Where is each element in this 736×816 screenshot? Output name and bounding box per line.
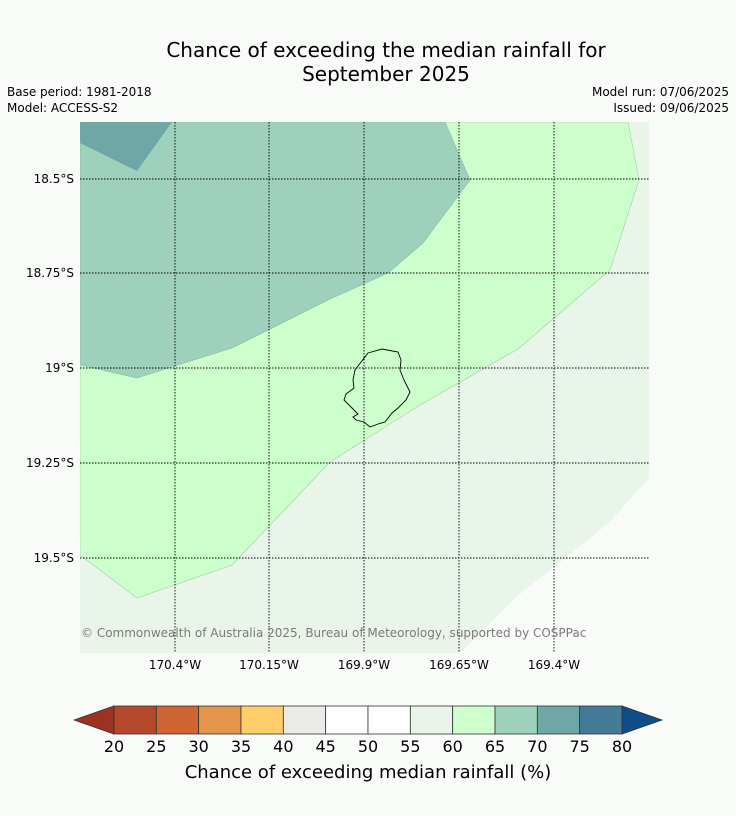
colorbar-tick-label: 30	[188, 737, 208, 756]
colorbar-box	[367, 705, 411, 735]
colorbar-tick-label: 20	[104, 737, 124, 756]
lon-label: 169.4°W	[528, 658, 580, 672]
colorbar-tick-label: 40	[273, 737, 293, 756]
lon-label: 170.15°W	[239, 658, 299, 672]
copyright-notice: © Commonwealth of Australia 2025, Bureau…	[81, 626, 587, 640]
colorbar-tick-label: 60	[442, 737, 462, 756]
colorbar-boxes	[113, 705, 623, 735]
colorbar-box	[452, 705, 496, 735]
latitude-labels: 18.5°S 18.75°S 19°S 19.25°S 19.5°S	[26, 172, 74, 565]
map-area	[80, 122, 649, 653]
zone-gt75	[80, 122, 172, 171]
meta-right: Model run: 07/06/2025 Issued: 09/06/2025	[592, 84, 729, 116]
lat-label: 19.5°S	[34, 551, 74, 565]
colorbar-box	[198, 705, 242, 735]
lat-label: 19°S	[45, 361, 74, 375]
lon-label: 169.65°W	[429, 658, 489, 672]
lon-label: 170.4°W	[149, 658, 201, 672]
niue-coastline	[343, 348, 411, 428]
issued-label: Issued: 09/06/2025	[613, 101, 729, 115]
colorbar-box	[325, 705, 369, 735]
colorbar-tick-label: 70	[527, 737, 547, 756]
title-line-1: Chance of exceeding the median rainfall …	[166, 38, 606, 62]
lat-label: 18.5°S	[34, 172, 74, 186]
colorbar-tick-label: 25	[146, 737, 166, 756]
colorbar: 20 25 30 35 40 45 50 55 60 65 70 75 80	[72, 705, 664, 756]
colorbar-box	[282, 705, 327, 735]
colorbar-box	[113, 705, 157, 735]
base-period-label: Base period: 1981-2018	[7, 85, 152, 99]
title-line-2: September 2025	[302, 62, 470, 86]
meta-left: Base period: 1981-2018 Model: ACCESS-S2	[7, 84, 152, 116]
colorbar-tick-labels: 20 25 30 35 40 45 50 55 60 65 70 75 80	[104, 737, 632, 756]
lat-label: 18.75°S	[26, 266, 74, 280]
colorbar-box	[409, 705, 454, 735]
colorbar-under-arrow	[72, 705, 115, 735]
colorbar-box	[494, 705, 538, 735]
colorbar-box	[240, 705, 284, 735]
colorbar-tick-label: 55	[400, 737, 420, 756]
graticule	[80, 122, 649, 653]
colorbar-over-arrow	[621, 705, 664, 735]
model-label: Model: ACCESS-S2	[7, 101, 119, 115]
colorbar-tick-label: 45	[315, 737, 335, 756]
colorbar-tick-label: 50	[358, 737, 378, 756]
colorbar-tick-label: 80	[612, 737, 632, 756]
longitude-labels: 170.4°W 170.15°W 169.9°W 169.65°W 169.4°…	[149, 658, 580, 672]
colorbar-title: Chance of exceeding median rainfall (%)	[184, 762, 552, 783]
colorbar-box	[155, 705, 200, 735]
lon-label: 169.9°W	[338, 658, 390, 672]
chart-title: Chance of exceeding the median rainfall …	[0, 38, 736, 86]
colorbar-tick-label: 75	[569, 737, 589, 756]
colorbar-box	[536, 705, 581, 735]
lat-label: 19.25°S	[26, 456, 74, 470]
colorbar-tick-label: 35	[231, 737, 251, 756]
zone-55-60	[460, 478, 649, 653]
model-run-label: Model run: 07/06/2025	[591, 85, 729, 99]
zone-70-75	[80, 122, 471, 379]
colorbar-tick-label: 65	[485, 737, 505, 756]
colorbar-box	[579, 705, 623, 735]
